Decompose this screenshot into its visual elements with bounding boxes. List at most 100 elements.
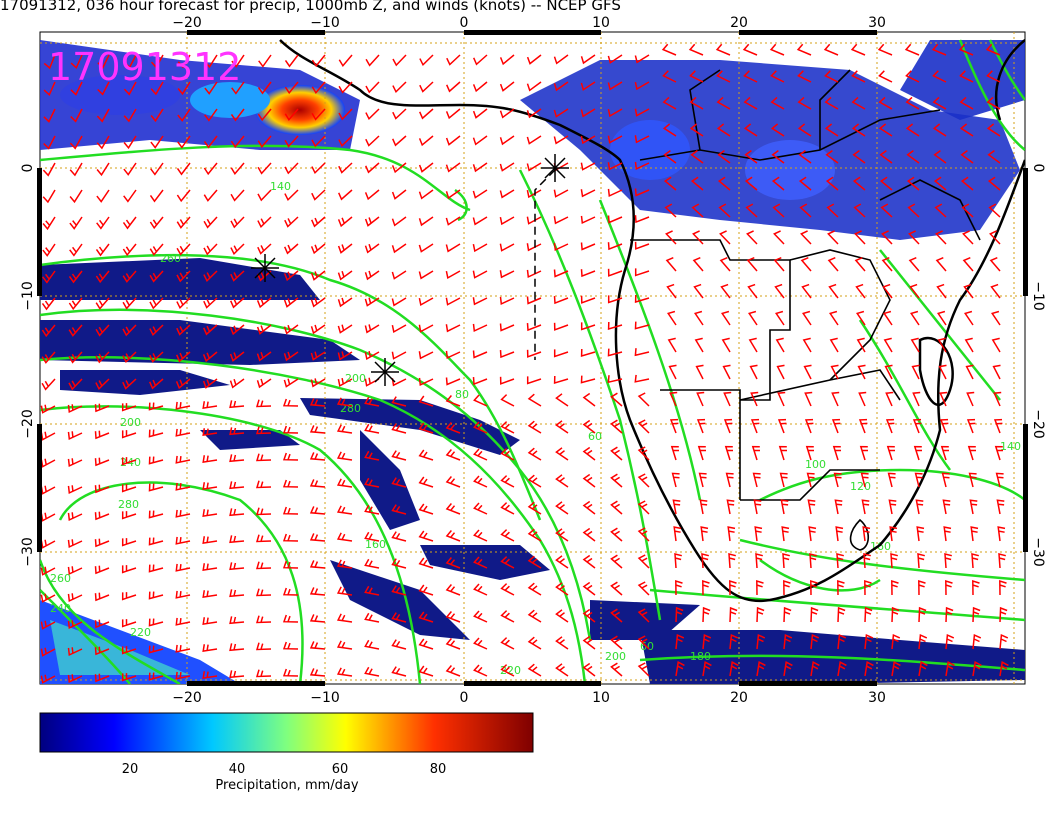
wind-barb xyxy=(782,553,790,569)
wind-barb xyxy=(937,310,947,326)
wind-barb xyxy=(675,661,685,677)
wind-barb xyxy=(255,426,272,435)
wind-barb xyxy=(446,81,461,93)
wind-barb xyxy=(499,189,515,199)
wind-barb xyxy=(310,270,326,281)
wind-barb xyxy=(499,350,515,359)
wind-barb xyxy=(337,270,353,281)
wind-barb xyxy=(803,364,812,380)
wind-barb xyxy=(696,391,705,407)
wind-barb xyxy=(391,396,407,407)
svg-text:−20: −20 xyxy=(1030,409,1046,439)
wind-barb xyxy=(175,428,191,437)
wind-barb xyxy=(783,579,791,596)
wind-barb xyxy=(472,108,488,119)
wind-barb xyxy=(94,430,110,440)
wind-barb xyxy=(365,162,380,174)
wind-barb xyxy=(391,504,407,515)
wind-barb xyxy=(391,423,407,434)
wind-barb xyxy=(97,54,110,69)
wind-barb xyxy=(999,579,1007,596)
wind-barb xyxy=(229,562,245,571)
wind-barb xyxy=(829,337,839,353)
wind-barb xyxy=(202,428,218,436)
wind-barb xyxy=(95,351,110,364)
wind-barb xyxy=(43,81,56,97)
wind-barb xyxy=(445,135,461,146)
wind-barb xyxy=(674,553,682,569)
wind-barb xyxy=(744,149,758,164)
wind-barb xyxy=(634,268,650,277)
wind-barb xyxy=(673,526,682,542)
wind-barb xyxy=(959,123,974,137)
wind-barb xyxy=(783,634,793,650)
wind-barb xyxy=(472,162,488,173)
wind-barb xyxy=(607,268,623,277)
wind-barb xyxy=(834,499,843,515)
svg-text:100: 100 xyxy=(805,458,826,471)
wind-barb xyxy=(283,297,299,308)
wind-barb xyxy=(854,257,866,272)
wind-barb xyxy=(940,445,949,461)
wind-barb xyxy=(418,530,434,542)
svg-text:10: 10 xyxy=(592,15,610,31)
wind-barb xyxy=(835,526,844,542)
wind-barb xyxy=(607,54,623,64)
wind-barb xyxy=(634,108,650,117)
wind-barb xyxy=(800,257,812,272)
wind-barb xyxy=(309,641,326,650)
wind-barb xyxy=(745,203,758,218)
wind-barb xyxy=(607,135,623,144)
wind-barb xyxy=(445,377,461,386)
wind-barb xyxy=(886,445,895,461)
wind-barb xyxy=(473,502,488,515)
wind-barb xyxy=(149,216,164,230)
wind-barb xyxy=(582,635,596,650)
colorbar xyxy=(39,712,534,753)
wind-barb xyxy=(391,270,407,280)
wind-barb xyxy=(150,162,164,176)
wind-barb xyxy=(472,216,488,226)
svg-text:30: 30 xyxy=(868,690,886,706)
wind-barb xyxy=(773,230,785,245)
wind-barb xyxy=(771,149,785,164)
wind-barb xyxy=(96,162,110,177)
wind-barb xyxy=(229,535,245,544)
wind-barb xyxy=(750,391,759,407)
wind-barb xyxy=(969,499,978,515)
wind-barb xyxy=(229,351,245,362)
wind-barb xyxy=(990,283,1001,299)
wind-barb xyxy=(748,310,758,326)
wind-barb xyxy=(257,81,272,95)
wind-barb xyxy=(473,610,488,623)
wind-barb xyxy=(824,96,839,110)
wind-barb xyxy=(853,203,866,218)
wind-barb xyxy=(988,203,1001,218)
wind-barb xyxy=(752,472,761,488)
wind-barb xyxy=(255,399,272,408)
wind-barb xyxy=(754,526,763,542)
wind-barb xyxy=(445,503,461,515)
wind-barb xyxy=(553,54,569,65)
wind-barb xyxy=(998,553,1006,569)
wind-barb xyxy=(364,189,380,201)
wind-barb xyxy=(917,553,925,569)
wind-barb xyxy=(985,43,1001,56)
wind-barb xyxy=(96,189,110,203)
wind-barb xyxy=(750,418,760,434)
svg-text:140: 140 xyxy=(270,180,291,193)
wind-barb xyxy=(905,70,920,83)
wind-barb xyxy=(309,479,326,488)
wind-barb xyxy=(68,324,83,337)
wind-barb xyxy=(364,396,380,407)
wind-barb xyxy=(526,162,542,172)
wind-barb xyxy=(500,637,515,650)
wind-barb xyxy=(337,324,353,334)
top-lon-labels: −20 −10 0 10 20 30 xyxy=(172,15,886,31)
wind-barb xyxy=(336,397,353,407)
wind-barb xyxy=(607,321,623,331)
wind-barb xyxy=(255,507,272,516)
wind-barb xyxy=(906,149,920,164)
wind-barb xyxy=(391,450,407,461)
wind-barb xyxy=(67,674,83,684)
